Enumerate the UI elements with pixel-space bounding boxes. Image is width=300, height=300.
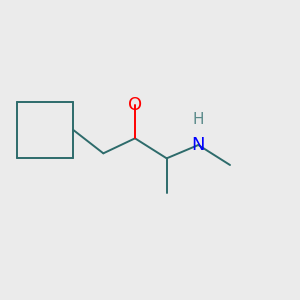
Text: N: N xyxy=(192,136,205,154)
Text: O: O xyxy=(128,96,142,114)
Text: H: H xyxy=(193,112,204,128)
